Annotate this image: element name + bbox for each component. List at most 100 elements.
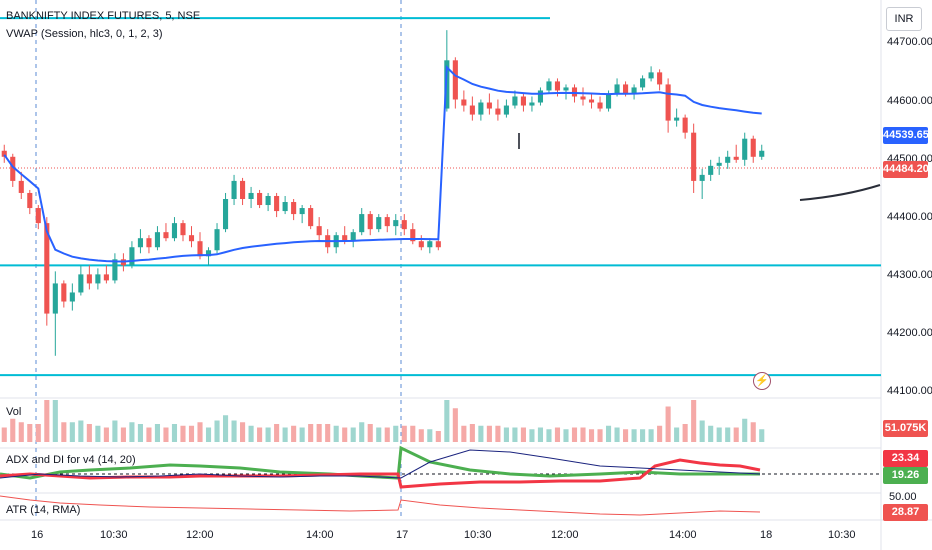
volume-bar [61,422,67,442]
volume-legend[interactable]: Vol [6,406,22,418]
candle-body [699,174,705,181]
atr-legend[interactable]: ATR (14, RMA) [6,504,81,516]
vwap-legend[interactable]: VWAP (Session, hlc3, 0, 1, 2, 3) [6,28,163,40]
volume-bar [35,424,41,442]
candle-body [146,238,152,248]
price-tick: 44100.00 [887,385,932,397]
volume-bar [222,415,229,442]
adx-legend[interactable]: ADX and DI for v4 (14, 20) [6,454,136,466]
volume-bar [325,424,331,442]
candle-body [103,274,109,281]
candle-body [197,241,203,257]
candle-body [112,259,118,281]
volume-bar [750,422,756,442]
volume-bar [52,400,58,442]
candle-body [469,105,475,115]
volume-bar [503,427,509,442]
candle-body [546,81,552,91]
candle-body [27,192,33,209]
candle-body [648,72,654,79]
volume-bar [588,429,595,442]
volume-bar [486,425,492,442]
volume-bar [759,429,765,442]
candle-body [282,202,288,212]
volume-bar [86,424,92,442]
candle-body [435,241,441,248]
volume-bar [537,427,544,442]
candle-body [95,274,101,284]
volume-bar [350,427,356,442]
volume-bar [665,406,671,442]
volume-bars [1,400,765,442]
candle-body [605,93,612,109]
candle-body [180,223,186,236]
candle-body [614,84,620,94]
volume-bar [563,429,569,442]
candle-body [750,138,756,157]
time-tick: 16 [31,529,44,541]
volume-bar [640,429,646,442]
candle-body [299,208,305,215]
price-tick: 44600.00 [887,95,932,107]
volume-bar [376,427,382,442]
volume-bar [282,427,288,442]
volume-bar [401,425,407,442]
volume-bar [699,420,705,442]
volume-bar [154,424,161,442]
candle-body [486,102,492,109]
price-tick: 44300.00 [887,269,932,281]
adx-lines [0,445,761,489]
volume-bar [274,424,280,442]
lightning-icon[interactable]: ⚡ [753,372,771,390]
symbol-title: BANKNIFTY INDEX FUTURES, 5, NSE [6,10,201,22]
time-tick: 17 [396,529,409,541]
volume-bar [137,424,143,442]
volume-bar [205,427,212,442]
candle-body [682,117,688,133]
atr-badge: 28.87 [883,504,928,521]
volume-bar [265,427,271,442]
candle-body [129,247,135,266]
volume-bar [520,427,526,442]
candle-body [257,192,263,206]
volume-bar [554,427,561,442]
volume-bar [69,422,75,442]
volume-bar [27,424,33,442]
currency-button[interactable]: INR [886,7,922,31]
last-price-badge: 44484.20 [883,161,929,178]
volume-bar [495,425,501,442]
candle-body [308,208,314,227]
volume-bar [444,400,450,442]
volume-bar [214,420,220,442]
time-tick: 14:00 [669,529,697,541]
candle-body [725,156,731,163]
volume-bar [742,418,748,442]
candle-body [478,102,484,115]
candle-body [571,87,578,97]
volume-bar [691,400,697,442]
volume-bar [308,424,314,442]
volume-bar [529,429,535,442]
time-tick: 10:30 [100,529,128,541]
candle-body [61,283,67,302]
candle-body [520,96,526,106]
volume-bar [367,424,373,442]
volume-bar [461,425,467,442]
volume-bar [580,427,586,442]
volume-bar [546,429,552,442]
candle-body [708,165,714,175]
candle-body [503,105,509,115]
volume-badge: 51.075K [883,420,928,437]
candle-body [742,138,748,160]
candle-body [35,208,41,224]
candle-body [716,162,722,166]
vwap-line [3,65,762,263]
price-tick: 44200.00 [887,327,932,339]
volume-bar [146,427,152,442]
volume-bar [316,424,322,442]
candle-body [240,180,246,199]
candles [1,30,765,356]
candle-body [597,102,603,109]
